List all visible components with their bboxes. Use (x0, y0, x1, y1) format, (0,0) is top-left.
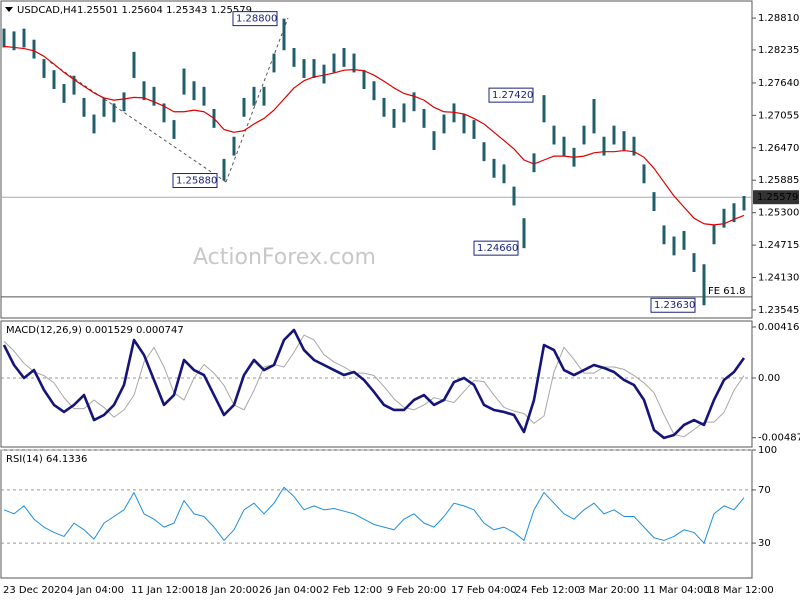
y-tick-label: 1.27640 (758, 78, 799, 89)
x-tick-label: 17 Feb 04:00 (451, 585, 517, 596)
price-annotation-box (232, 11, 278, 27)
x-tick-label: 23 Dec 2020 (3, 585, 67, 596)
moving-average (3, 45, 745, 226)
x-tick-label: 11 Jan 12:00 (131, 585, 194, 596)
price-annotation: 1.23630 (654, 300, 695, 311)
y-tick-label: 100 (758, 445, 777, 456)
last-price-label: 1.25579 (757, 192, 798, 203)
y-tick-label: 0.00416 (758, 322, 799, 333)
price-panel (0, 0, 753, 319)
y-tick-label: 1.24715 (758, 240, 799, 251)
price-annotation: 1.24660 (477, 243, 518, 254)
symbol: USDCAD,H4 (17, 5, 77, 16)
last-price-box (753, 190, 799, 205)
indicator-line (2, 328, 746, 440)
y-tick-label: 1.26470 (758, 143, 799, 154)
x-tick-label: 24 Feb 12:00 (515, 585, 581, 596)
price-annotation-box (488, 87, 534, 103)
indicator-line (3, 486, 745, 544)
macd-title: MACD(12,26,9) 0.001529 0.000747 (6, 325, 184, 336)
x-tick-label: 4 Jan 04:00 (67, 585, 124, 596)
y-tick-label: 1.28810 (758, 13, 799, 24)
price-annotation-box (172, 173, 218, 189)
watermark: ActionForex.com (193, 245, 376, 270)
menu-arrow (5, 7, 13, 12)
y-tick-label: 1.27055 (758, 110, 799, 121)
x-tick-label: 3 Mar 20:00 (579, 585, 639, 596)
x-tick-label: 18 Mar 12:00 (707, 585, 774, 596)
y-tick-label: 0.00 (758, 373, 780, 384)
x-tick-label: 2 Feb 12:00 (323, 585, 382, 596)
x-tick-label: 9 Feb 20:00 (387, 585, 446, 596)
indicator-line (3, 334, 745, 438)
x-tick-label: 11 Mar 04:00 (643, 585, 710, 596)
price-annotation: 1.27420 (492, 90, 533, 101)
level-label: FE 61.8 (708, 286, 746, 297)
y-tick-label: 1.24130 (758, 273, 799, 284)
price-annotation: 1.28800 (236, 14, 277, 25)
quote: 1.25501 1.25604 1.25343 1.25579 (77, 5, 252, 16)
y-tick-label: 1.25300 (758, 208, 799, 219)
price-annotation-box (650, 297, 696, 313)
y-tick-label: 1.23545 (758, 305, 799, 316)
y-tick-label: 30 (758, 538, 771, 549)
y-tick-label: 70 (758, 485, 771, 496)
y-tick-label: 1.28235 (758, 45, 799, 56)
price-annotation: 1.25880 (176, 176, 217, 187)
x-tick-label: 26 Jan 04:00 (259, 585, 322, 596)
trend-line (49, 17, 289, 183)
x-tick-label: 18 Jan 20:00 (195, 585, 258, 596)
macd-panel (0, 320, 753, 448)
y-tick-label: 1.25885 (758, 175, 799, 186)
rsi-panel (0, 449, 753, 579)
price-annotation-box (473, 240, 519, 256)
rsi-title: RSI(14) 64.1336 (6, 454, 87, 465)
